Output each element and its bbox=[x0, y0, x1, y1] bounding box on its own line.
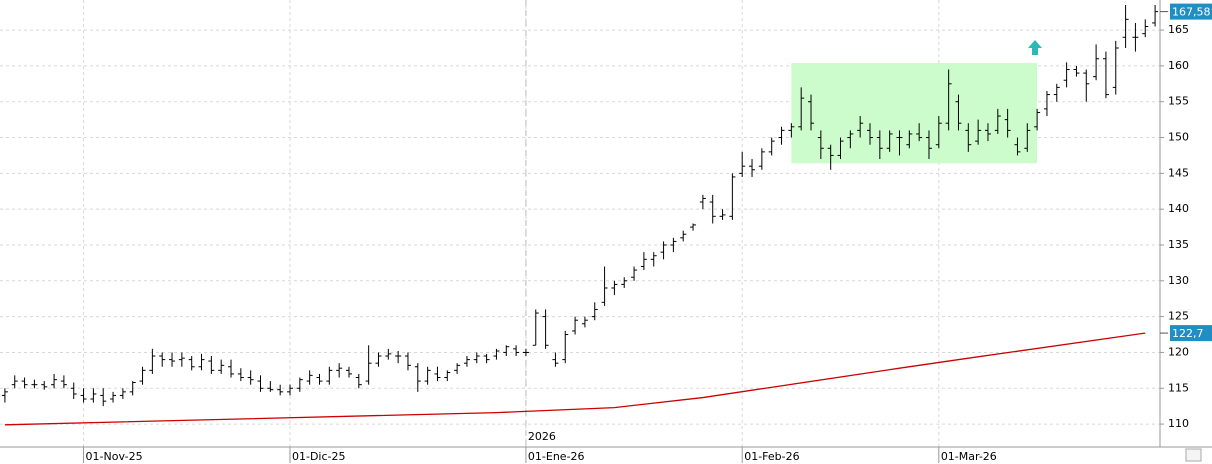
price-label: 122,7 bbox=[1172, 327, 1204, 340]
year-label: 2026 bbox=[528, 430, 556, 443]
x-tick-label: 01-Feb-26 bbox=[744, 450, 799, 463]
x-tick-label: 01-Ene-26 bbox=[528, 450, 585, 463]
y-tick-label: 135 bbox=[1168, 238, 1189, 251]
y-tick-label: 130 bbox=[1168, 274, 1189, 287]
y-tick-label: 160 bbox=[1168, 59, 1189, 72]
y-tick-label: 155 bbox=[1168, 95, 1189, 108]
price-tag bbox=[1170, 325, 1212, 342]
y-tick-label: 150 bbox=[1168, 131, 1189, 144]
range-box bbox=[791, 63, 1038, 164]
y-tick-label: 120 bbox=[1168, 345, 1189, 358]
y-tick-label: 110 bbox=[1168, 417, 1189, 430]
price-tag bbox=[1170, 3, 1212, 20]
y-tick-label: 140 bbox=[1168, 202, 1189, 215]
x-tick-label: 01-Dic-25 bbox=[292, 450, 346, 463]
y-tick-label: 115 bbox=[1168, 381, 1189, 394]
scroll-icon[interactable] bbox=[1185, 448, 1202, 462]
x-tick-label: 01-Nov-25 bbox=[86, 450, 143, 463]
x-tick-label: 01-Mar-26 bbox=[941, 450, 997, 463]
price-label: 167,58 bbox=[1172, 6, 1211, 19]
y-tick-label: 145 bbox=[1168, 166, 1189, 179]
y-tick-label: 125 bbox=[1168, 310, 1189, 323]
y-tick-label: 165 bbox=[1168, 23, 1189, 36]
plot bbox=[1, 5, 1159, 426]
moving-average bbox=[4, 332, 1146, 426]
up-arrow-icon bbox=[1028, 40, 1042, 55]
